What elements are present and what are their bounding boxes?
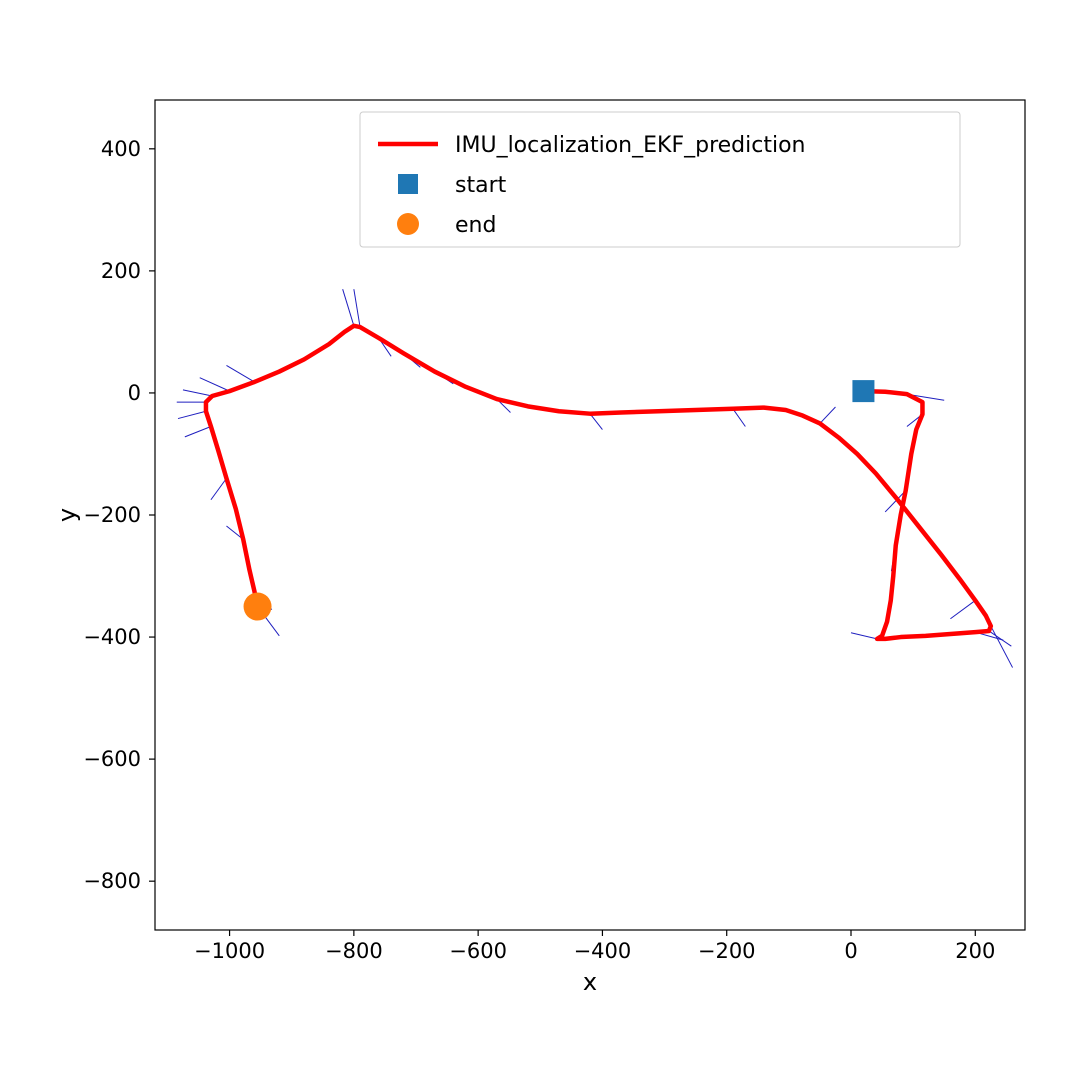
x-tick-label: −200 <box>698 939 756 963</box>
x-tick-label: −400 <box>574 939 632 963</box>
y-tick-label: 0 <box>128 381 141 405</box>
legend-start-marker <box>398 174 418 194</box>
x-tick-label: 0 <box>844 939 857 963</box>
trajectory-chart: −1000 −800 −600 −400 −200 0 200 −800 −600 −400 −20… <box>0 0 1080 1080</box>
x-tick-label: −1000 <box>194 939 265 963</box>
legend-label-trajectory: IMU_localization_EKF_prediction <box>455 133 805 158</box>
y-tick-label: 200 <box>101 259 141 283</box>
legend-label-end: end <box>455 213 496 238</box>
y-tick-label: −600 <box>83 747 141 771</box>
x-tick-label: −600 <box>449 939 507 963</box>
x-axis-label: x <box>583 968 597 996</box>
y-axis-label: y <box>53 508 81 522</box>
legend-label-start: start <box>455 173 507 198</box>
y-tick-label: −800 <box>83 869 141 893</box>
x-tick-label: 200 <box>955 939 995 963</box>
x-tick-label: −800 <box>325 939 383 963</box>
y-tick-label: −400 <box>83 625 141 649</box>
start-marker <box>852 380 874 402</box>
y-tick-label: 400 <box>101 137 141 161</box>
end-marker <box>244 593 272 621</box>
chart-container: { "chart": { "type": "line", "width": 10… <box>0 0 1080 1080</box>
legend-end-marker <box>397 213 419 235</box>
legend: IMU_localization_EKF_predictionstart end <box>360 112 960 247</box>
y-tick-label: −200 <box>83 503 141 527</box>
